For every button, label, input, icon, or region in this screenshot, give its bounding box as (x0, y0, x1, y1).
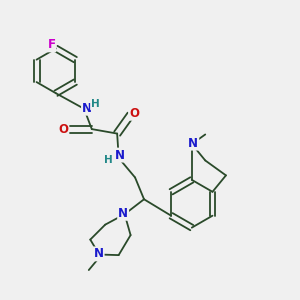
Text: N: N (188, 136, 198, 150)
Text: N: N (118, 207, 128, 220)
Text: O: O (129, 107, 139, 120)
Text: N: N (115, 148, 124, 162)
Text: H: H (91, 99, 100, 109)
Text: O: O (58, 123, 68, 136)
Text: N: N (82, 102, 92, 115)
Text: H: H (104, 154, 113, 165)
Text: N: N (94, 248, 103, 260)
Text: F: F (47, 38, 56, 51)
